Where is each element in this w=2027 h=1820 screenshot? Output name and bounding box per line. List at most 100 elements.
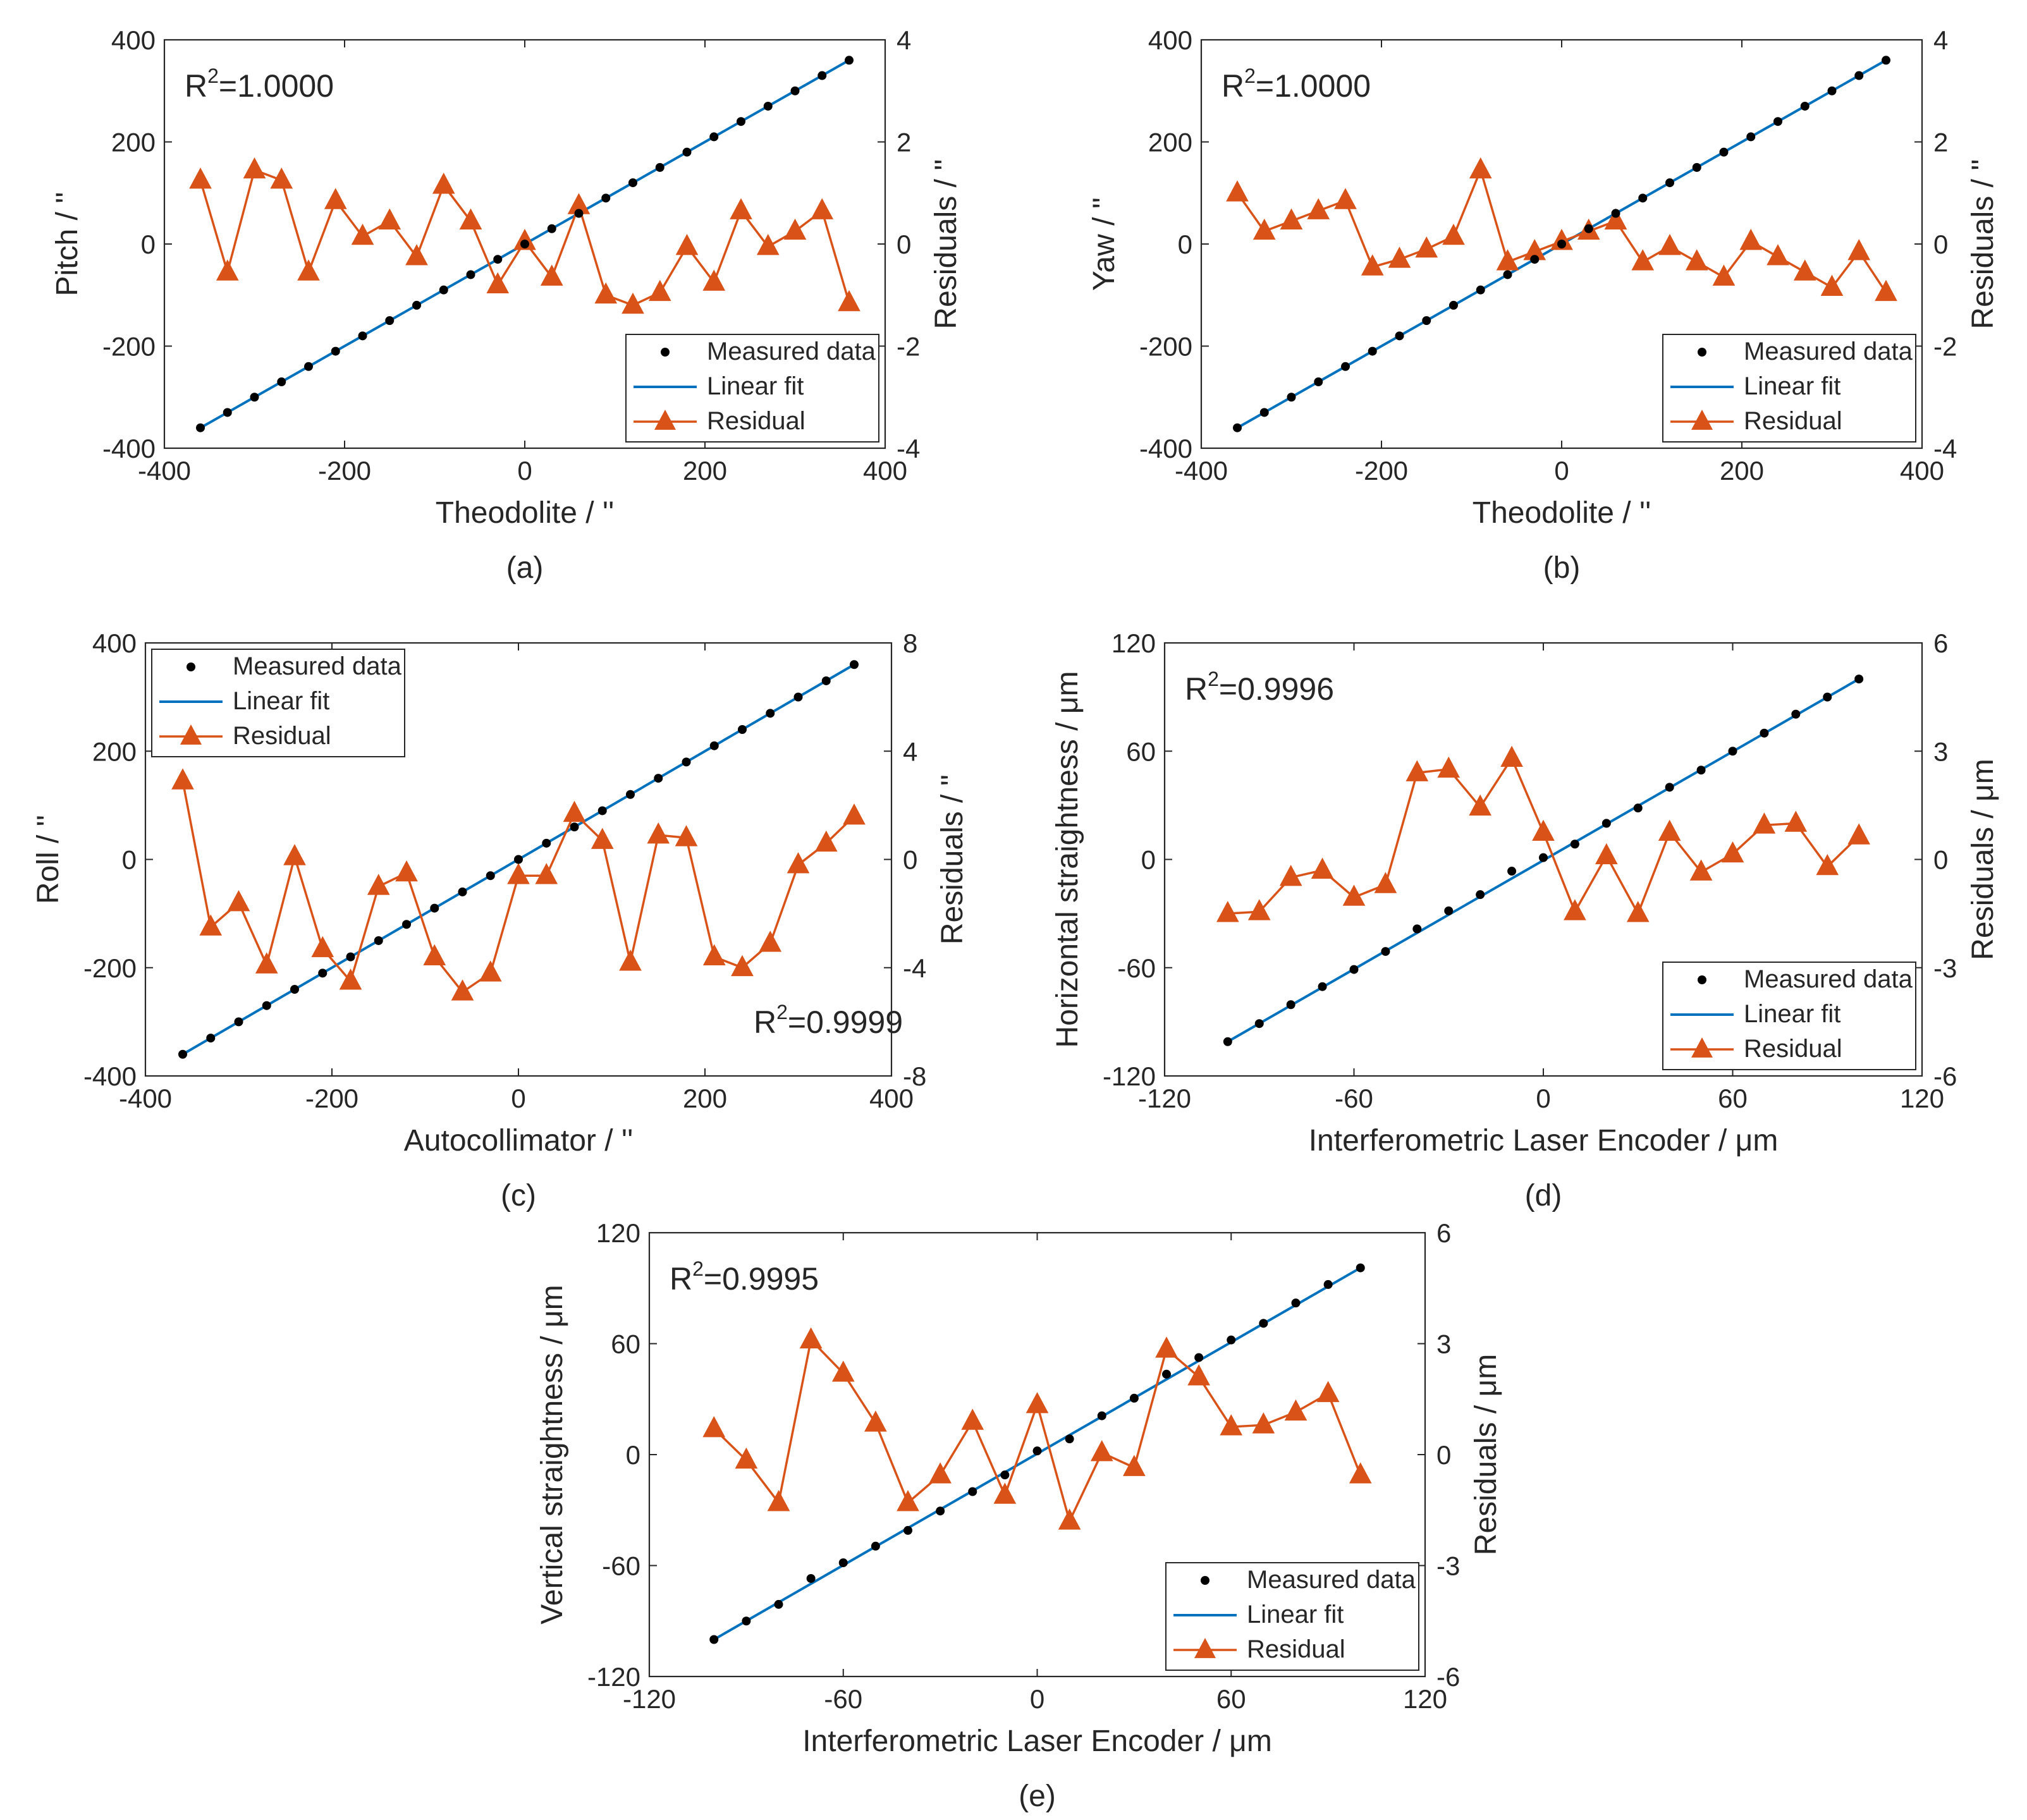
x-tick-label: 0 — [517, 456, 532, 486]
legend: Measured data Linear fit Residual — [625, 334, 879, 443]
y-tick-label: -400 — [102, 434, 156, 463]
y2-tick-label: -6 — [1436, 1662, 1460, 1692]
residual-marker — [1123, 1455, 1146, 1476]
r-squared-value: =0.9999 — [788, 1005, 903, 1040]
y2-tick-label: -3 — [1933, 953, 1957, 983]
measured-point — [1259, 408, 1269, 417]
measured-point — [1286, 1000, 1295, 1010]
legend-residual-marker — [1691, 1037, 1713, 1058]
y2-axis-label: Residuals / μm — [1469, 1354, 1503, 1555]
measured-point — [206, 1034, 216, 1043]
y2-tick-label: 2 — [1933, 128, 1948, 157]
y2-axis-label: Residuals / '' — [1966, 159, 2000, 329]
x-tick-label: -60 — [1335, 1084, 1373, 1113]
y-tick-label: -200 — [83, 953, 137, 983]
measured-point — [1665, 178, 1674, 188]
residual-marker — [1026, 1391, 1049, 1414]
residual-marker — [535, 863, 558, 884]
r-squared-annotation: R2=1.0000 — [1222, 64, 1371, 104]
legend-label: Measured data — [1744, 965, 1913, 993]
residual-marker — [479, 960, 502, 982]
measured-point — [1129, 1393, 1139, 1403]
y-tick-label: 120 — [596, 1218, 640, 1248]
x-axis-label: Theodolite / '' — [1473, 496, 1651, 530]
measured-point — [374, 936, 383, 945]
y-tick-label: -60 — [1117, 953, 1156, 983]
residual-marker — [1316, 1381, 1340, 1402]
panel-caption: (b) — [1543, 551, 1581, 585]
legend-label: Residual — [1247, 1635, 1345, 1663]
measured-point — [466, 270, 475, 279]
measured-point — [250, 393, 259, 402]
residual-marker — [647, 822, 670, 844]
measured-point — [709, 741, 719, 750]
y2-tick-label: 0 — [1933, 229, 1948, 259]
y-tick-label: 200 — [1148, 128, 1192, 157]
measured-point — [655, 162, 664, 172]
x-axis-label: Autocollimator / '' — [404, 1124, 633, 1157]
residual-marker — [702, 1416, 726, 1438]
x-tick-label: -200 — [1355, 456, 1408, 486]
legend-label: Linear fit — [1744, 372, 1840, 400]
residual-marker — [297, 259, 320, 281]
y-axis-label: Vertical straightness / μm — [536, 1285, 569, 1624]
panel-caption: (c) — [501, 1179, 536, 1212]
measured-point — [1746, 132, 1756, 142]
residual-marker — [594, 282, 618, 304]
x-tick-label: 60 — [1718, 1084, 1748, 1113]
residual-marker — [351, 223, 374, 245]
measured-point — [493, 255, 503, 264]
x-tick-label: 400 — [1900, 456, 1944, 486]
measured-point — [1233, 423, 1242, 432]
y-tick-label: -120 — [587, 1662, 640, 1692]
panel-caption: (d) — [1525, 1179, 1562, 1212]
residual-marker — [622, 292, 644, 314]
residual-marker — [367, 874, 390, 895]
measured-point — [574, 209, 584, 218]
residual-marker — [1595, 843, 1618, 865]
measured-point — [304, 362, 313, 371]
chart-panel-a: -400 -200 0 200 400-400-2000200400-4-2024The… — [51, 25, 963, 585]
residual-marker — [1793, 259, 1816, 281]
measured-point — [821, 676, 831, 685]
x-tick-label: 400 — [869, 1084, 914, 1113]
residual-marker — [270, 168, 293, 189]
legend-label: Measured data — [233, 652, 402, 680]
x-tick-label: 200 — [683, 1084, 727, 1113]
measured-point — [234, 1017, 243, 1027]
residual-marker — [189, 168, 212, 189]
residual-marker — [1753, 812, 1776, 834]
residual-marker — [459, 208, 482, 230]
measured-point — [1601, 819, 1611, 828]
x-axis-label: Theodolite / '' — [436, 496, 615, 530]
measured-point — [742, 1616, 751, 1626]
residual-marker — [1437, 756, 1461, 778]
measured-point — [1422, 316, 1431, 326]
residual-marker — [702, 269, 726, 291]
y-tick-label: 200 — [111, 128, 156, 157]
measured-point — [196, 423, 205, 432]
residual-marker — [1739, 228, 1763, 250]
r-squared-value: =1.0000 — [219, 68, 334, 104]
measured-point — [1314, 377, 1323, 387]
residual-marker — [513, 228, 536, 250]
residual-marker — [1311, 857, 1334, 879]
measured-point — [358, 331, 367, 341]
residual-marker — [1469, 794, 1492, 816]
residual-marker — [731, 955, 754, 977]
residual-marker — [799, 1327, 823, 1349]
x-tick-label: -400 — [138, 456, 191, 486]
x-tick-label: 400 — [863, 456, 907, 486]
residual-marker — [675, 825, 698, 846]
residual-marker — [451, 979, 474, 1001]
legend-label: Residual — [707, 407, 805, 435]
residual-marker — [1279, 865, 1302, 886]
x-tick-label: -400 — [1175, 456, 1228, 486]
y2-tick-label: 3 — [1933, 736, 1948, 766]
measured-point — [738, 725, 747, 734]
measured-point — [1194, 1353, 1204, 1362]
residual-marker — [1767, 244, 1789, 266]
legend-label: Measured data — [1744, 338, 1913, 365]
measured-point — [412, 300, 421, 310]
measured-point — [331, 346, 340, 356]
